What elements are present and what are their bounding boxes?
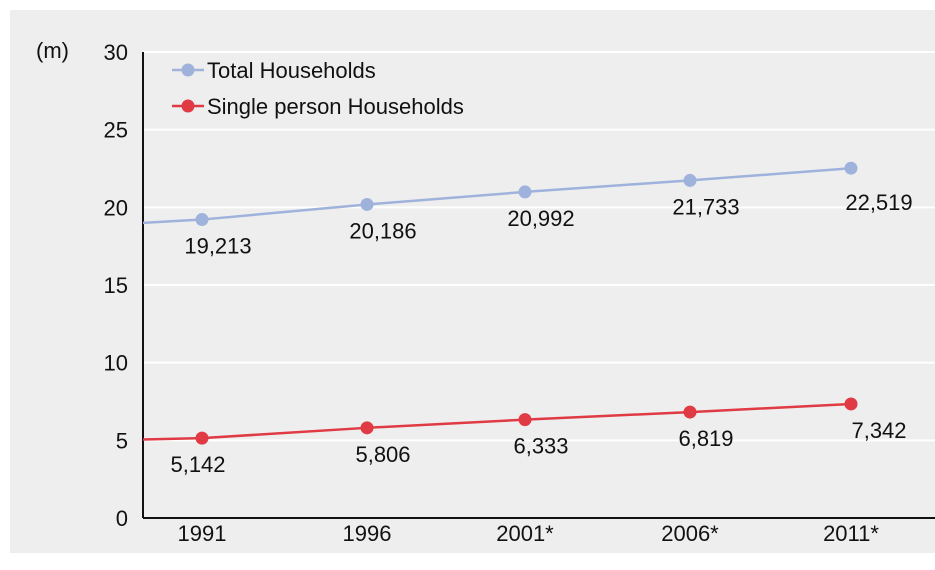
series-1: 5,142 5,806 6,333 6,819 7,342 [142,397,907,477]
data-label: 21,733 [672,194,739,219]
data-point [360,421,374,435]
data-label: 6,333 [513,434,568,459]
x-tick-label: 2011* [823,521,879,546]
x-tick-label: 2001* [496,521,554,546]
series-line [142,166,852,225]
y-axis-unit-label: (m) [36,38,69,63]
y-tick-label: 20 [104,195,128,220]
data-label: 19,213 [184,234,251,259]
data-point [360,197,374,211]
line-chart: (m) 0 5 10 15 20 25 30 1991 1996 2001* 2006* 2011*… [36,38,935,546]
data-point [683,405,697,419]
data-label: 22,519 [845,190,912,215]
data-point [195,213,209,227]
y-tick-label: 25 [104,118,128,143]
gridlines [143,51,935,442]
data-label: 6,819 [678,426,733,451]
chart-panel: (m) 0 5 10 15 20 25 30 1991 1996 2001* 2006* 2011*… [10,10,935,553]
y-tick-label: 10 [104,351,128,376]
x-tick-label: 1996 [343,521,392,546]
series: 19,213 20,186 20,992 21,733 22,519 5,142 5,806… [142,161,913,477]
y-tick-label: 30 [104,40,128,65]
data-label: 5,142 [170,452,225,477]
data-point [844,161,858,175]
y-tick-labels: 0 5 10 15 20 25 30 [104,40,128,531]
data-point [683,173,697,187]
series-line [142,402,852,441]
data-label: 20,186 [349,218,416,243]
x-tick-labels: 1991 1996 2001* 2006* 2011* [178,521,880,546]
data-point [195,431,209,445]
legend-swatch-marker [181,99,195,113]
legend-item: Total Households [172,58,376,83]
y-tick-label: 15 [104,273,128,298]
x-tick-label: 2006* [661,521,719,546]
data-point [518,185,532,199]
series-0: 19,213 20,186 20,992 21,733 22,519 [142,161,913,259]
legend: Total Households Single person Households [172,58,464,119]
data-label: 7,342 [851,418,906,443]
axes: (m) [36,38,935,519]
data-label: 5,806 [355,442,410,467]
legend-label: Total Households [207,58,376,83]
legend-swatch-marker [181,63,195,77]
data-point [844,397,858,411]
legend-label: Single person Households [207,94,464,119]
x-tick-label: 1991 [178,521,227,546]
data-label: 20,992 [507,206,574,231]
y-tick-label: 5 [116,428,128,453]
y-tick-label: 0 [116,506,128,531]
legend-item: Single person Households [172,94,464,119]
data-point [518,413,532,427]
